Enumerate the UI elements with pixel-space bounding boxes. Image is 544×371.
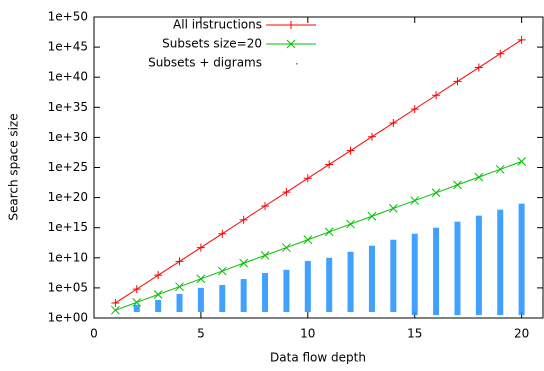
point-marker bbox=[239, 215, 248, 224]
dot-range bbox=[197, 287, 204, 312]
point-marker bbox=[325, 160, 334, 169]
y-tick-label: 1e+00 bbox=[48, 311, 88, 325]
point-marker bbox=[175, 257, 184, 266]
dot-range bbox=[133, 304, 140, 312]
dot-range bbox=[219, 285, 226, 312]
y-tick-label: 1e+30 bbox=[48, 130, 88, 144]
series-line bbox=[115, 161, 522, 311]
legend-label: Subsets + digrams bbox=[148, 56, 262, 70]
point-marker bbox=[175, 282, 184, 292]
point-marker bbox=[218, 229, 227, 238]
point-marker bbox=[453, 77, 462, 86]
point-marker bbox=[239, 258, 249, 268]
legend-swatch bbox=[296, 63, 298, 65]
y-tick-label: 1e+05 bbox=[48, 280, 88, 294]
dot-range bbox=[475, 215, 482, 316]
x-tick-label: 0 bbox=[90, 327, 98, 341]
series-line bbox=[115, 39, 522, 304]
y-tick-label: 1e+50 bbox=[48, 10, 88, 24]
point-marker bbox=[431, 188, 441, 198]
point-marker bbox=[388, 204, 398, 213]
legend-label: All instructions bbox=[173, 18, 262, 32]
x-tick-label: 5 bbox=[197, 327, 205, 341]
point-marker bbox=[324, 227, 334, 237]
point-marker bbox=[517, 157, 526, 166]
point-marker bbox=[111, 305, 120, 315]
point-marker bbox=[367, 132, 376, 141]
point-marker bbox=[367, 211, 377, 221]
point-marker bbox=[517, 35, 526, 44]
dot-range bbox=[433, 227, 440, 316]
point-marker bbox=[496, 49, 505, 58]
dot-range bbox=[497, 209, 504, 316]
point-marker bbox=[282, 188, 291, 197]
point-marker bbox=[346, 146, 355, 155]
y-tick-label: 1e+40 bbox=[48, 70, 88, 84]
dot-range bbox=[262, 272, 269, 312]
legend-label: Subsets size=20 bbox=[162, 37, 262, 51]
point-marker bbox=[154, 271, 163, 280]
x-axis-label: Data flow depth bbox=[270, 351, 366, 365]
point-marker bbox=[132, 285, 141, 294]
point-marker bbox=[303, 174, 312, 183]
point-marker bbox=[410, 105, 419, 114]
y-axis-label: Search space size bbox=[7, 113, 21, 220]
dot-range bbox=[411, 233, 418, 316]
point-marker bbox=[261, 202, 270, 211]
point-marker bbox=[196, 243, 205, 252]
legend-marker bbox=[286, 39, 296, 49]
x-tick-label: 10 bbox=[300, 327, 315, 341]
point-marker bbox=[474, 172, 484, 182]
dot-range bbox=[368, 245, 375, 312]
y-tick-label: 1e+25 bbox=[48, 160, 88, 174]
dot-range bbox=[326, 257, 333, 312]
point-marker bbox=[389, 118, 398, 127]
point-marker bbox=[153, 290, 163, 299]
point-marker bbox=[474, 63, 483, 72]
dot-range bbox=[240, 279, 247, 312]
point-marker bbox=[453, 180, 462, 190]
dot-range bbox=[347, 251, 354, 312]
dot-range bbox=[390, 239, 397, 312]
point-marker bbox=[282, 243, 291, 252]
point-marker bbox=[196, 274, 206, 284]
dot-range bbox=[454, 221, 461, 316]
point-marker bbox=[260, 251, 270, 260]
x-tick-label: 15 bbox=[407, 327, 422, 341]
point-marker bbox=[346, 219, 355, 229]
dot-range bbox=[176, 293, 183, 312]
point-marker bbox=[432, 91, 441, 100]
point-marker bbox=[410, 196, 420, 205]
point-marker bbox=[111, 298, 120, 307]
dot-range bbox=[304, 260, 311, 312]
dot-range bbox=[283, 269, 290, 312]
y-tick-label: 1e+10 bbox=[48, 250, 88, 264]
x-tick-label: 20 bbox=[514, 327, 529, 341]
y-tick-label: 1e+20 bbox=[48, 190, 88, 204]
point-marker bbox=[303, 235, 313, 245]
y-tick-label: 1e+15 bbox=[48, 220, 88, 234]
dot-range bbox=[518, 203, 525, 316]
dot-range bbox=[155, 299, 162, 312]
legend-marker bbox=[287, 21, 295, 29]
point-marker bbox=[217, 266, 227, 276]
y-tick-label: 1e+35 bbox=[48, 100, 88, 114]
point-marker bbox=[495, 164, 505, 174]
y-tick-label: 1e+45 bbox=[48, 40, 88, 54]
